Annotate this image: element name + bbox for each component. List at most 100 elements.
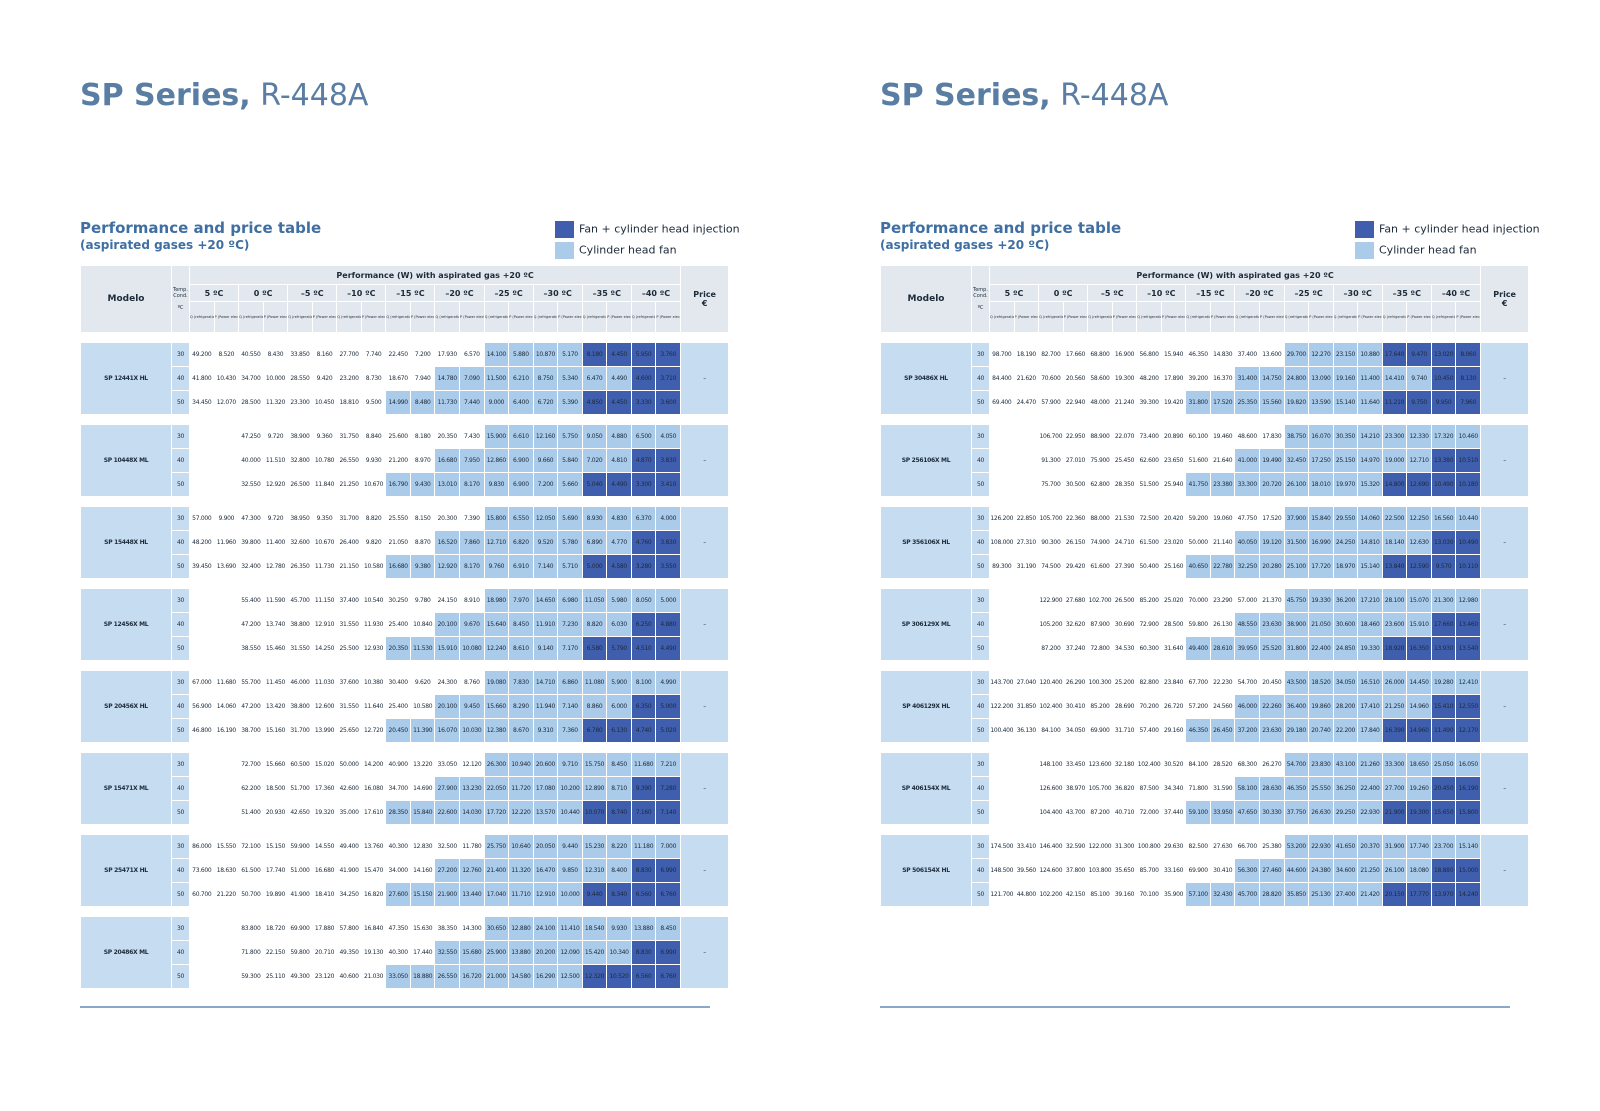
q-value: 40.650 [1185, 554, 1211, 579]
p-value: 10.440 [557, 800, 583, 825]
q-value: 82.700 [1038, 342, 1064, 367]
header-temp-cond: Temp. Cond. ºC [971, 265, 990, 333]
p-value: 20.740 [1308, 718, 1334, 743]
p-value: 11.400 [262, 530, 289, 555]
p-value: 17.720 [1308, 554, 1334, 579]
q-value: 69.900 [1087, 718, 1113, 743]
p-value: 10.580 [409, 694, 436, 719]
p-value: 5.020 [655, 718, 682, 743]
p-value: 17.250 [1308, 448, 1334, 473]
p-value: 27.390 [1111, 554, 1138, 579]
q-value: 38.750 [1283, 424, 1310, 449]
p-value: 11.640 [1357, 390, 1383, 415]
q-value: 7.140 [532, 554, 559, 579]
p-value: 19.300 [1111, 366, 1138, 391]
p-value: 30.410 [1209, 858, 1236, 883]
p-value: 7.390 [459, 506, 485, 531]
q-value: 28.350 [385, 800, 411, 825]
q-value: 21.200 [385, 448, 411, 473]
cond-temp: 50 [171, 882, 190, 907]
q-value: 68.800 [1087, 342, 1113, 367]
cond-temp: 50 [971, 636, 990, 661]
q-value: 72.900 [1136, 612, 1162, 637]
q-value: 11.730 [434, 390, 461, 415]
q-value: 15.640 [483, 612, 510, 637]
p-value: 27.460 [1259, 858, 1285, 883]
q-value: 39.950 [1234, 636, 1261, 661]
cond-temp: 40 [971, 694, 990, 719]
p-value: 8.740 [606, 800, 632, 825]
p-value: 10.780 [311, 448, 338, 473]
p-value: 7.830 [508, 670, 534, 695]
p-value: 36.130 [1013, 718, 1040, 743]
q-value: 29.550 [1332, 506, 1359, 531]
p-value: 11.450 [262, 670, 289, 695]
q-value: 38.800 [287, 612, 313, 637]
q-value: 46.350 [1185, 718, 1211, 743]
q-value: 57.000 [189, 506, 215, 531]
p-value: 10.110 [1455, 554, 1482, 579]
p-value: 24.710 [1111, 530, 1138, 555]
p-value: 25.200 [1111, 670, 1138, 695]
q-value [989, 472, 1015, 497]
header-evap-temp: –35 ºC [581, 284, 632, 302]
p-value: 7.360 [557, 718, 583, 743]
q-value: 148.500 [989, 858, 1015, 883]
table-row: SP 12441X HL 30 49.200 8.520 40.550 8.430 33.8… [80, 342, 730, 415]
refrigerant-name: R-448A [260, 78, 369, 113]
p-value: 31.590 [1209, 776, 1236, 801]
q-value: 32.550 [238, 472, 264, 497]
model-name: SP 406129X HL [880, 670, 972, 743]
p-value: 19.320 [311, 800, 338, 825]
series-title: SP Series, R-448A [80, 78, 368, 113]
p-value: 25.020 [1160, 588, 1187, 613]
q-value: 22.050 [483, 776, 510, 801]
q-value: 59.900 [287, 834, 313, 859]
q-value: 21.250 [336, 472, 362, 497]
p-value: 26.290 [1062, 670, 1089, 695]
q-value [189, 424, 215, 449]
p-value: 32.590 [1062, 834, 1089, 859]
cond-temp: 50 [171, 800, 190, 825]
cond-temp: 30 [171, 342, 190, 367]
q-value: 23.300 [287, 390, 313, 415]
header-evap-temp: –35 ºC [1381, 284, 1432, 302]
table-row: 50 69.400 24.470 57.900 22.940 48.000 21.240 39… [881, 390, 1529, 415]
group-spacer [80, 496, 729, 507]
model-name: SP 256106X ML [880, 424, 972, 497]
p-value: 14.550 [311, 834, 338, 859]
p-value: 13.420 [262, 694, 289, 719]
legend-head-fan: Cylinder head fan [1355, 242, 1477, 259]
q-value: 9.050 [581, 424, 608, 449]
p-value: 12.550 [1455, 694, 1482, 719]
p-value: 37.800 [1062, 858, 1089, 883]
q-value: 28.100 [1381, 588, 1408, 613]
q-value: 71.800 [1185, 776, 1211, 801]
p-value: 11.590 [262, 588, 289, 613]
q-value: 9.950 [1430, 390, 1457, 415]
p-value [1013, 612, 1040, 637]
q-value: 24.100 [532, 916, 559, 941]
p-value: 6.900 [508, 448, 534, 473]
q-value: 31.800 [1283, 636, 1310, 661]
q-value: 39.800 [238, 530, 264, 555]
q-value: 12.860 [483, 448, 510, 473]
p-value: 11.400 [1357, 366, 1383, 391]
q-value: 4.760 [630, 530, 657, 555]
p-value: 34.050 [1062, 718, 1089, 743]
q-value: 6.500 [630, 424, 657, 449]
q-value: 61.500 [238, 858, 264, 883]
q-value: 69.900 [1185, 858, 1211, 883]
price-value: – [1480, 752, 1530, 825]
p-value: 23.120 [311, 964, 338, 989]
p-value: 20.710 [311, 940, 338, 965]
legend-swatch-dark [1355, 221, 1374, 238]
q-value: 41.900 [287, 882, 313, 907]
q-value: 43.100 [1332, 752, 1359, 777]
q-value: 108.000 [989, 530, 1015, 555]
bottom-rule [80, 1006, 710, 1008]
q-value: 51.000 [287, 858, 313, 883]
p-value: 13.230 [459, 776, 485, 801]
p-value: 6.210 [508, 366, 534, 391]
p-value: 27.680 [1062, 588, 1089, 613]
